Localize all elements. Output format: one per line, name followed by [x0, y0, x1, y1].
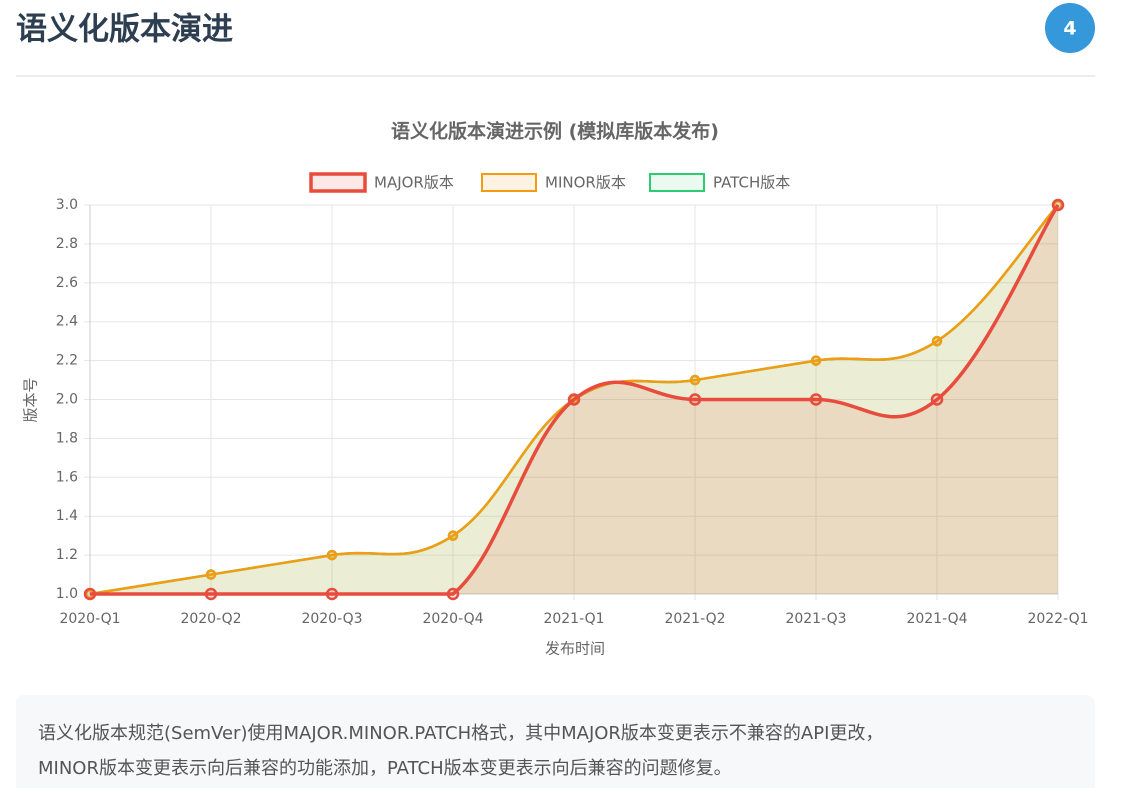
x-tick-label: 2020-Q3 — [301, 611, 362, 627]
data-point — [809, 393, 823, 406]
legend-label: MINOR版本 — [545, 174, 626, 192]
y-axis-label: 版本号 — [22, 377, 40, 422]
data-point — [326, 549, 338, 561]
data-point — [205, 569, 217, 580]
legend-label: MAJOR版本 — [374, 174, 454, 192]
data-point — [1051, 198, 1065, 212]
data-point — [810, 355, 822, 366]
x-tick-label: 2021-Q3 — [785, 611, 846, 627]
y-tick-label: 2.4 — [56, 314, 78, 330]
data-point — [689, 374, 701, 386]
y-tick-label: 1.2 — [56, 547, 78, 563]
y-tick-label: 1.8 — [56, 430, 78, 446]
note-line: MINOR版本变更表示向后兼容的功能添加，PATCH版本变更表示向后兼容的问题修… — [38, 758, 732, 779]
x-tick-label: 2020-Q1 — [59, 611, 120, 627]
data-point — [83, 587, 97, 601]
x-axis-label: 发布时间 — [545, 640, 605, 658]
data-point — [325, 587, 339, 601]
x-tick-label: 2020-Q4 — [422, 611, 483, 627]
y-tick-label: 1.0 — [56, 586, 78, 602]
x-tick-label: 2021-Q4 — [906, 611, 967, 627]
legend-swatch — [649, 173, 705, 192]
data-point — [567, 393, 581, 406]
x-tick-label: 2021-Q1 — [543, 611, 604, 627]
x-tick-label: 2022-Q1 — [1027, 611, 1088, 627]
legend-swatch — [309, 172, 367, 193]
chart: 语义化版本演进示例 (模拟库版本发布) 发布时间 版本号 1.0 1.2 1.4 1.… — [22, 120, 1089, 658]
y-tick-label: 2.8 — [56, 236, 78, 252]
data-point — [447, 530, 459, 541]
legend-label: PATCH版本 — [713, 174, 790, 192]
y-tick-label: 2.0 — [56, 392, 78, 408]
data-point — [446, 587, 460, 601]
note-line: 语义化版本规范(SemVer)使用MAJOR.MINOR.PATCH格式，其中M… — [38, 723, 883, 744]
y-tick-label: 2.2 — [56, 353, 78, 369]
y-tick-label: 1.6 — [56, 469, 78, 485]
y-tick-label: 2.6 — [56, 275, 78, 291]
legend-swatch — [481, 173, 537, 192]
badge — [1045, 3, 1095, 53]
x-tick-label: 2021-Q2 — [664, 611, 725, 627]
data-point — [931, 335, 943, 347]
y-tick-label: 3.0 — [56, 197, 78, 213]
chart-title: 语义化版本演进示例 (模拟库版本发布) — [391, 120, 719, 143]
data-point — [688, 393, 702, 406]
y-tick-label: 1.4 — [56, 508, 78, 524]
series-line — [90, 204, 1060, 596]
x-tick-label: 2020-Q2 — [180, 611, 241, 627]
page-title: 语义化版本演进 — [16, 12, 233, 48]
badge-number: 4 — [1063, 18, 1076, 40]
data-point — [930, 393, 944, 406]
note-box — [16, 695, 1095, 792]
data-point — [204, 587, 218, 601]
